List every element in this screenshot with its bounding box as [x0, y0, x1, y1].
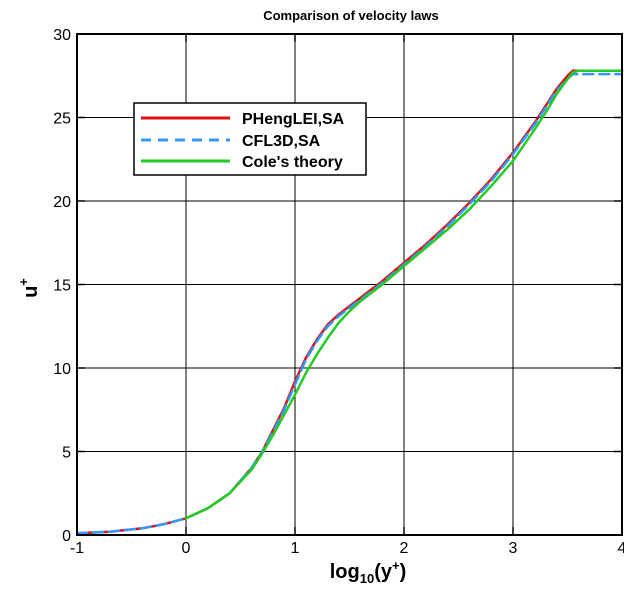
y-tick-label: 0 — [62, 528, 71, 545]
y-axis-title-superscript: + — [16, 278, 31, 286]
y-tick-label: 30 — [53, 27, 71, 44]
legend-label-cole: Cole's theory — [242, 154, 343, 171]
y-tick-label: 25 — [53, 111, 71, 128]
x-tick-label: 0 — [182, 540, 191, 557]
legend-label-phenglei: PHengLEI,SA — [242, 111, 345, 128]
x-axis-title-paren-open: (y — [374, 561, 393, 583]
y-tick-label: 5 — [62, 445, 71, 462]
y-tick-label: 20 — [53, 194, 71, 211]
x-tick-label: 4 — [618, 540, 624, 557]
y-axis-title: u+ — [16, 278, 42, 298]
legend: PHengLEI,SA CFL3D,SA Cole's theory — [133, 102, 367, 176]
y-tick-label: 10 — [53, 361, 71, 378]
x-tick-label: 3 — [509, 540, 518, 557]
y-tick-label: 15 — [53, 278, 71, 295]
x-tick-label: 1 — [291, 540, 300, 557]
legend-label-cfl3d: CFL3D,SA — [242, 133, 321, 150]
x-tick-label: 2 — [400, 540, 409, 557]
series-lines — [75, 69, 624, 535]
chart-title: Comparison of velocity laws — [263, 8, 439, 23]
x-tick-label: -1 — [70, 540, 84, 557]
x-axis-title-subscript: 10 — [360, 571, 374, 586]
y-axis-title-main: u — [20, 286, 42, 298]
legend-box — [133, 102, 367, 176]
series-line-cole-s-theory — [184, 69, 624, 520]
x-axis-title: log10(y+) — [330, 558, 407, 586]
x-axis-title-paren-close: ) — [400, 561, 407, 583]
x-axis-title-superscript: + — [392, 558, 400, 573]
x-axis-title-main: log — [330, 561, 360, 583]
